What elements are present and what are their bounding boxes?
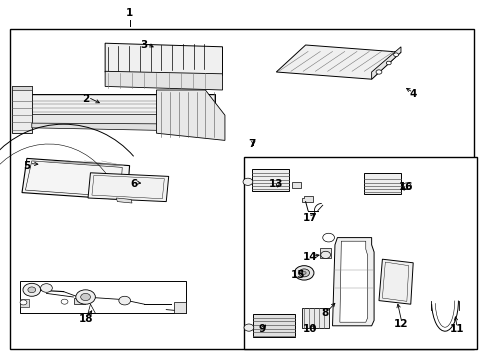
Circle shape <box>243 178 252 185</box>
Bar <box>10 29 473 349</box>
Text: 6: 6 <box>131 179 138 189</box>
Bar <box>251 169 288 191</box>
Polygon shape <box>32 123 156 130</box>
Bar <box>173 302 185 313</box>
Bar <box>74 298 85 304</box>
Bar <box>20 281 185 313</box>
Text: 13: 13 <box>268 179 283 189</box>
Polygon shape <box>105 43 222 76</box>
Text: 2: 2 <box>82 94 89 104</box>
Circle shape <box>320 251 330 258</box>
Polygon shape <box>371 47 400 79</box>
Circle shape <box>20 300 27 305</box>
Polygon shape <box>276 45 400 79</box>
Circle shape <box>294 266 313 280</box>
Polygon shape <box>22 158 129 200</box>
Text: 17: 17 <box>303 213 317 223</box>
Circle shape <box>61 299 68 304</box>
Polygon shape <box>116 198 132 203</box>
Text: 10: 10 <box>303 324 317 334</box>
Polygon shape <box>156 90 224 140</box>
Text: 16: 16 <box>398 182 412 192</box>
Circle shape <box>386 61 390 65</box>
Bar <box>253 314 294 337</box>
Polygon shape <box>105 71 222 90</box>
Text: 5: 5 <box>23 161 30 171</box>
Circle shape <box>23 283 41 296</box>
Circle shape <box>119 296 130 305</box>
Circle shape <box>298 269 309 277</box>
Polygon shape <box>88 173 168 202</box>
Text: 18: 18 <box>78 314 93 324</box>
Polygon shape <box>20 114 215 124</box>
Bar <box>12 86 32 90</box>
Circle shape <box>302 271 305 274</box>
Polygon shape <box>378 259 412 304</box>
Text: 7: 7 <box>247 139 255 149</box>
Circle shape <box>41 284 52 292</box>
Text: 15: 15 <box>290 270 305 280</box>
Text: 9: 9 <box>258 324 264 334</box>
Text: 12: 12 <box>393 319 407 329</box>
Text: 3: 3 <box>141 40 147 50</box>
Circle shape <box>76 290 95 304</box>
Polygon shape <box>12 86 32 133</box>
Text: 14: 14 <box>303 252 317 262</box>
Polygon shape <box>339 241 367 322</box>
Text: 8: 8 <box>321 308 328 318</box>
Text: 4: 4 <box>408 89 416 99</box>
Polygon shape <box>20 94 215 115</box>
Circle shape <box>375 70 381 74</box>
Polygon shape <box>301 196 312 202</box>
Bar <box>320 248 330 258</box>
Bar <box>244 157 476 349</box>
Circle shape <box>244 324 253 331</box>
Text: 1: 1 <box>126 8 133 18</box>
Bar <box>20 299 29 307</box>
Circle shape <box>81 293 90 301</box>
Circle shape <box>28 287 36 293</box>
Circle shape <box>322 233 334 242</box>
Circle shape <box>393 53 398 57</box>
Bar <box>364 173 400 194</box>
Bar <box>292 182 301 188</box>
Circle shape <box>402 183 410 189</box>
Polygon shape <box>332 238 373 326</box>
Bar <box>302 308 328 328</box>
Text: 11: 11 <box>449 324 464 334</box>
